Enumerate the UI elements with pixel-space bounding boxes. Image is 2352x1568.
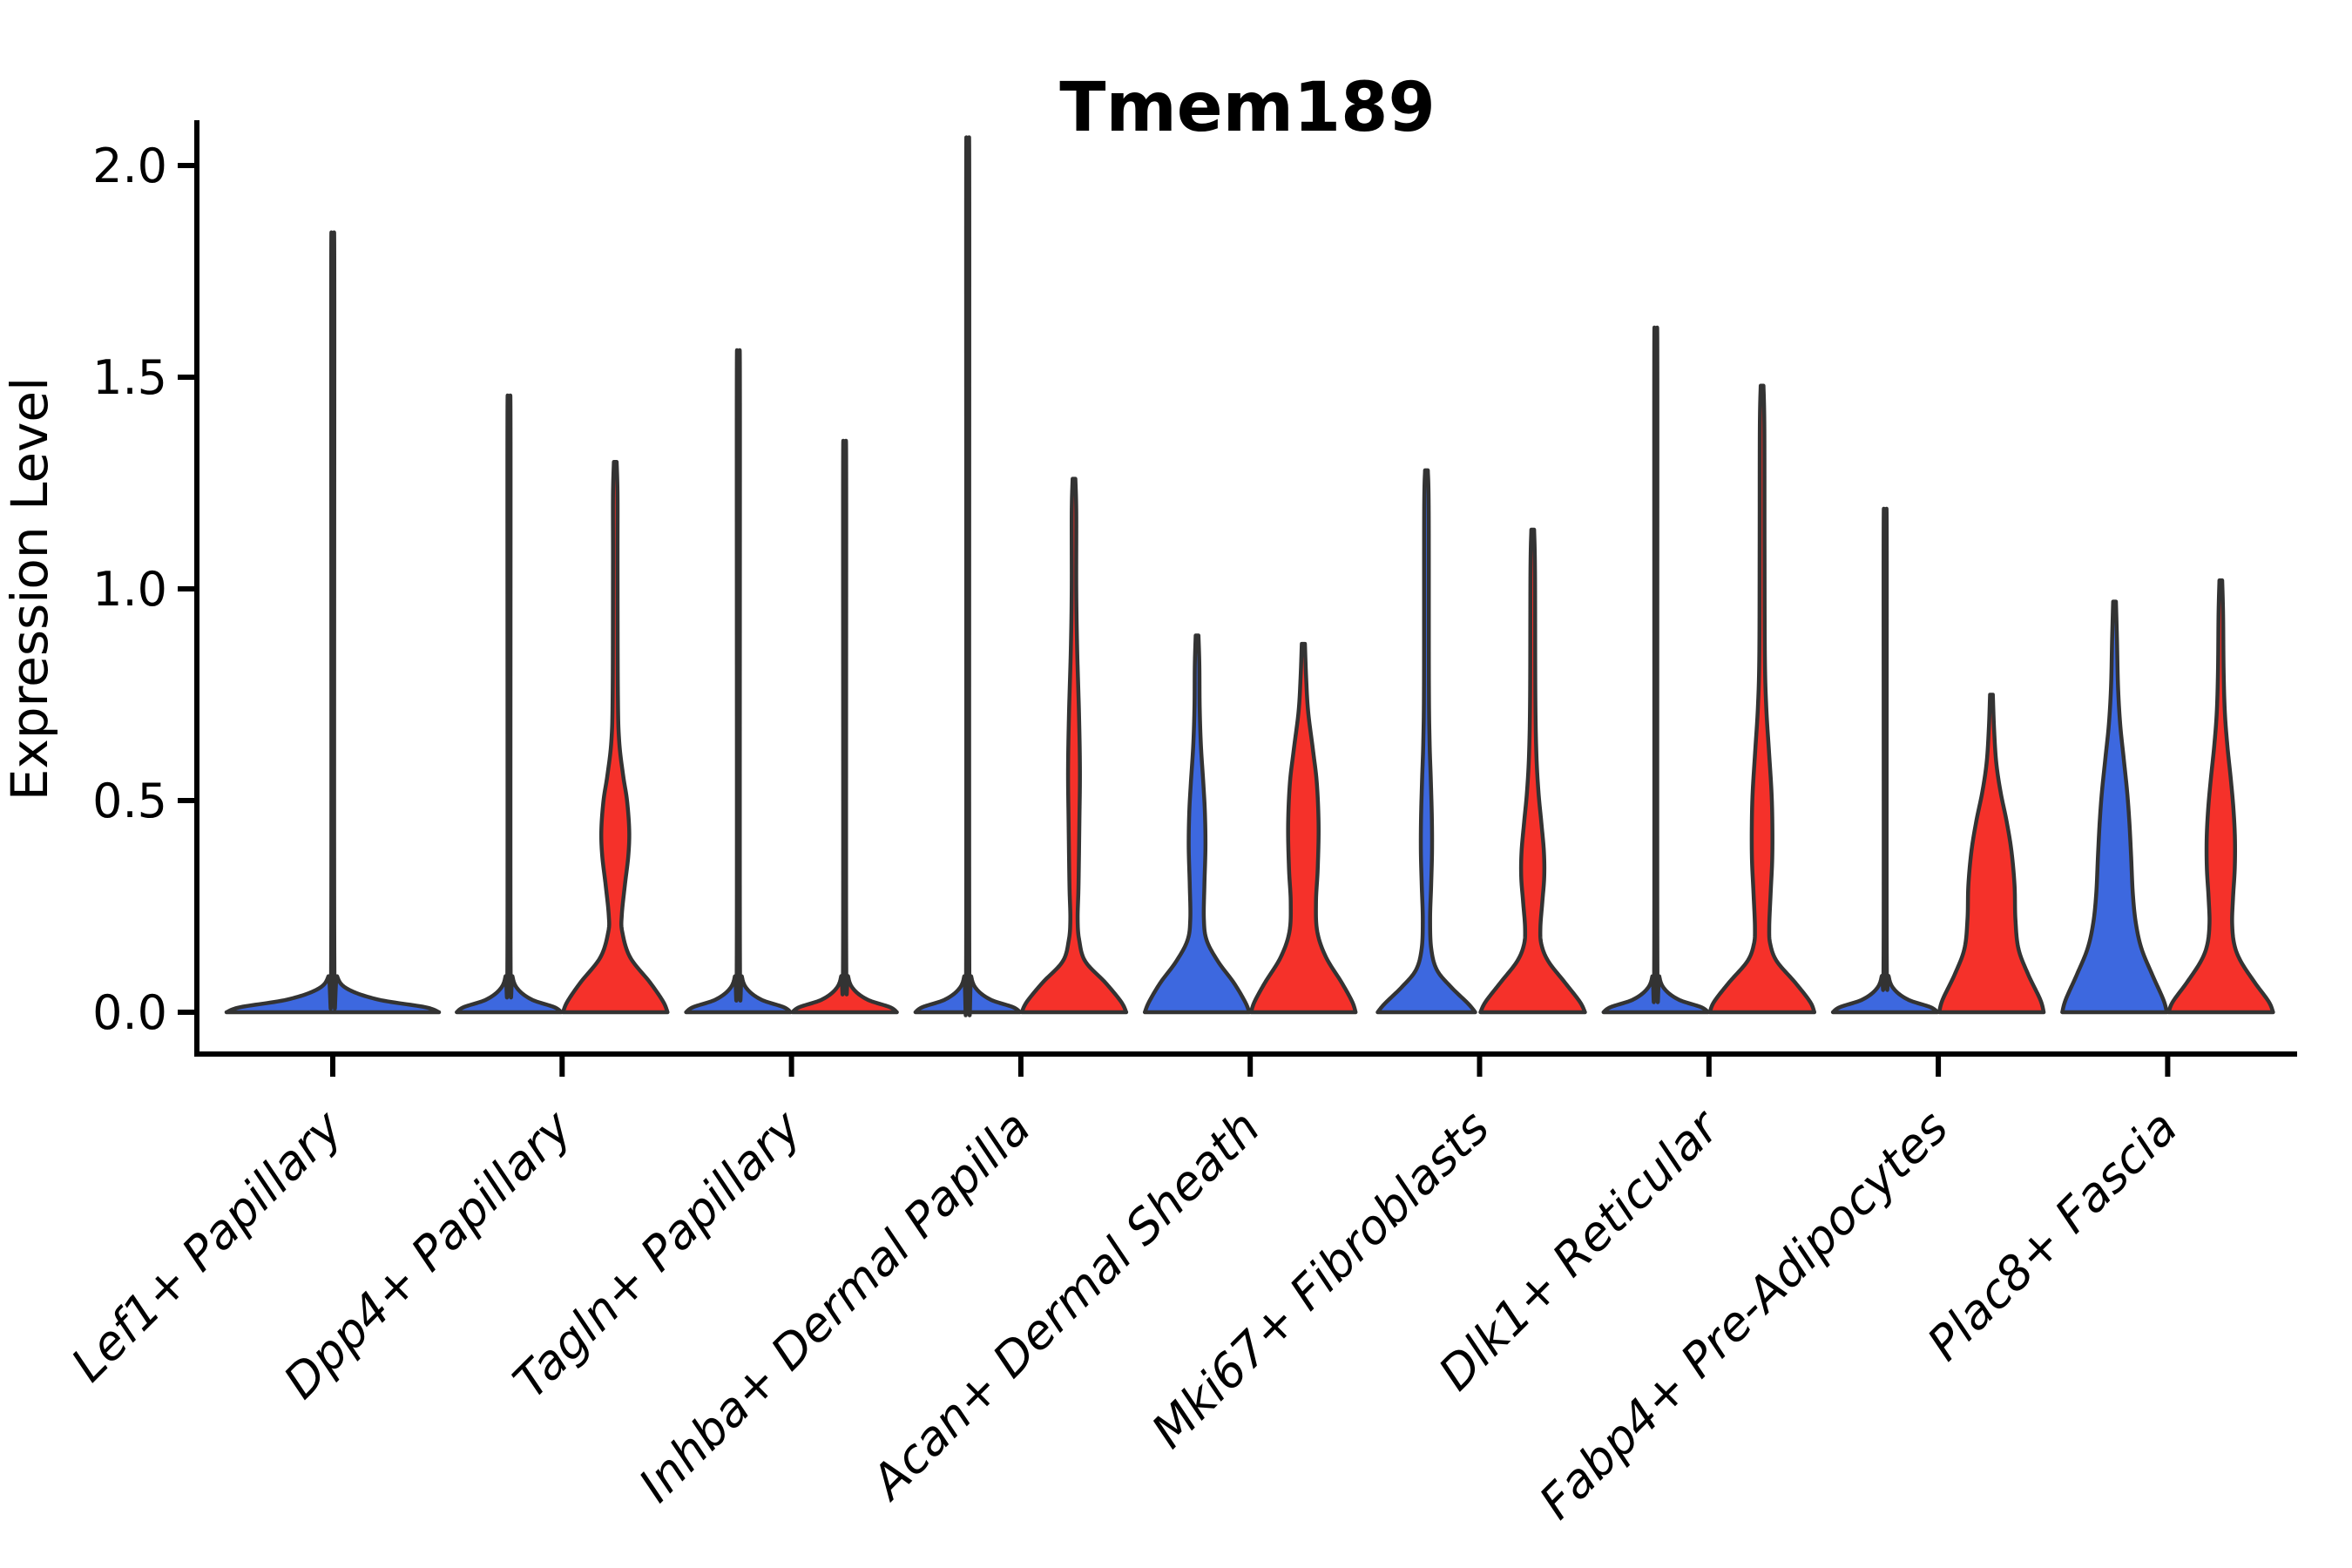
chart-title: Tmem189 [1059, 69, 1435, 147]
violin-lef1+-center [224, 230, 442, 1015]
x-tick-label: Fabp4+ Pre-Adipocytes [1529, 1100, 1958, 1530]
violin-mki67+-right [1478, 527, 1587, 1015]
x-tick-label: Acan+ Dermal Sheath [859, 1100, 1270, 1511]
y-tick-label: 2.0 [92, 139, 167, 193]
y-tick-label: 0.0 [92, 985, 167, 1040]
violins [224, 135, 2275, 1017]
violin-inhba+-left [913, 135, 1023, 1017]
x-tick-label: Inhba+ Dermal Papilla [628, 1100, 1041, 1513]
x-tick-label: Plac8+ Fascia [1916, 1100, 2187, 1371]
y-tick-label: 1.5 [92, 350, 167, 405]
y-axis-label: Expression Level [0, 377, 59, 801]
y-tick-label: 1.0 [92, 562, 167, 617]
violin-fabp4+-right [1936, 693, 2046, 1015]
violin-plac8+-right [2166, 578, 2275, 1015]
violin-plac8+-left [2060, 599, 2169, 1015]
violin-inhba+-right [1019, 476, 1129, 1015]
violin-tagln+-left [684, 348, 793, 1015]
violin-mki67+-left [1375, 468, 1477, 1015]
violin-tagln+-right [790, 438, 899, 1015]
violin-fabp4+-left [1830, 506, 1940, 1015]
violin-dlk1+-left [1601, 325, 1711, 1015]
violin-dpp4+-left [455, 393, 564, 1015]
violin-acan+-right [1248, 641, 1358, 1015]
violin-dlk1+-right [1707, 383, 1817, 1015]
violin-acan+-left [1142, 633, 1252, 1015]
violin-dpp4+-right [561, 459, 670, 1015]
y-tick-label: 0.5 [92, 774, 167, 828]
